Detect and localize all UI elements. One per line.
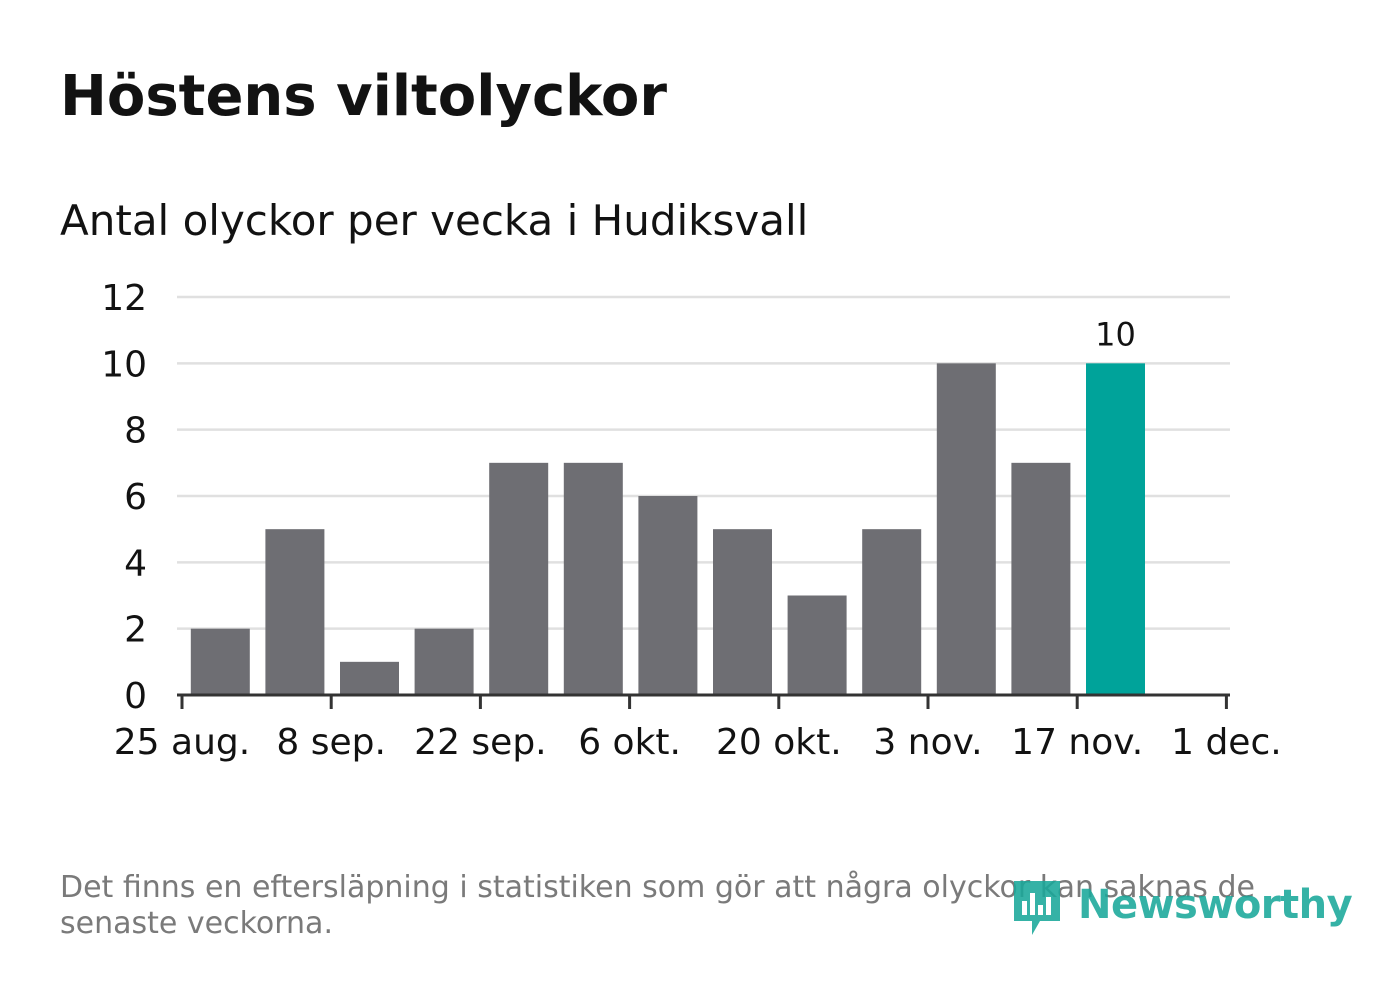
bar xyxy=(489,462,549,695)
grid-lines xyxy=(177,295,1230,630)
y-tick-label: 4 xyxy=(124,543,147,584)
bar xyxy=(340,661,399,695)
x-tick-label: 17 nov. xyxy=(1011,722,1143,763)
bar xyxy=(638,496,698,695)
bar xyxy=(563,462,623,695)
y-tick-label: 8 xyxy=(124,411,147,452)
chart-title: Höstens viltolyckor xyxy=(60,64,667,129)
x-axis xyxy=(177,693,1230,709)
data-label: 10 xyxy=(1095,315,1136,353)
bar xyxy=(190,628,250,695)
labels: 0 2 4 6 8 10 12 10 25 aug. 8 sep. 22 sep. 6 okt. 20 … xyxy=(101,278,1282,763)
bar-chart: 0 2 4 6 8 10 12 10 25 aug. 8 sep. 22 sep. 6 okt. 20 … xyxy=(101,278,1282,763)
x-tick-label: 6 okt. xyxy=(578,722,681,763)
bar xyxy=(862,529,922,695)
y-tick-label: 2 xyxy=(124,610,147,651)
bar xyxy=(713,529,772,695)
y-tick-label: 6 xyxy=(124,477,147,518)
x-tick-label: 8 sep. xyxy=(276,722,386,763)
newsworthy-logo-icon xyxy=(1014,881,1060,935)
bar xyxy=(265,529,325,695)
bar xyxy=(1011,462,1071,695)
x-tick-label: 25 aug. xyxy=(114,722,250,763)
y-tick-label: 0 xyxy=(124,676,147,717)
x-tick-label: 3 nov. xyxy=(873,722,982,763)
bar xyxy=(936,363,996,695)
bar xyxy=(414,628,474,695)
x-tick-label: 22 sep. xyxy=(414,722,546,763)
y-tick-label: 12 xyxy=(101,278,147,319)
x-tick-label: 1 dec. xyxy=(1171,722,1282,763)
y-tick-label: 10 xyxy=(101,344,147,385)
bars xyxy=(190,363,1145,695)
x-tick-label: 20 okt. xyxy=(716,722,842,763)
bar xyxy=(787,595,847,695)
newsworthy-logo: Newsworthy xyxy=(1010,877,1353,941)
bar-highlight xyxy=(1086,363,1145,695)
chart-subtitle: Antal olyckor per vecka i Hudiksvall xyxy=(60,196,809,245)
logo-text: Newsworthy xyxy=(1078,882,1353,928)
